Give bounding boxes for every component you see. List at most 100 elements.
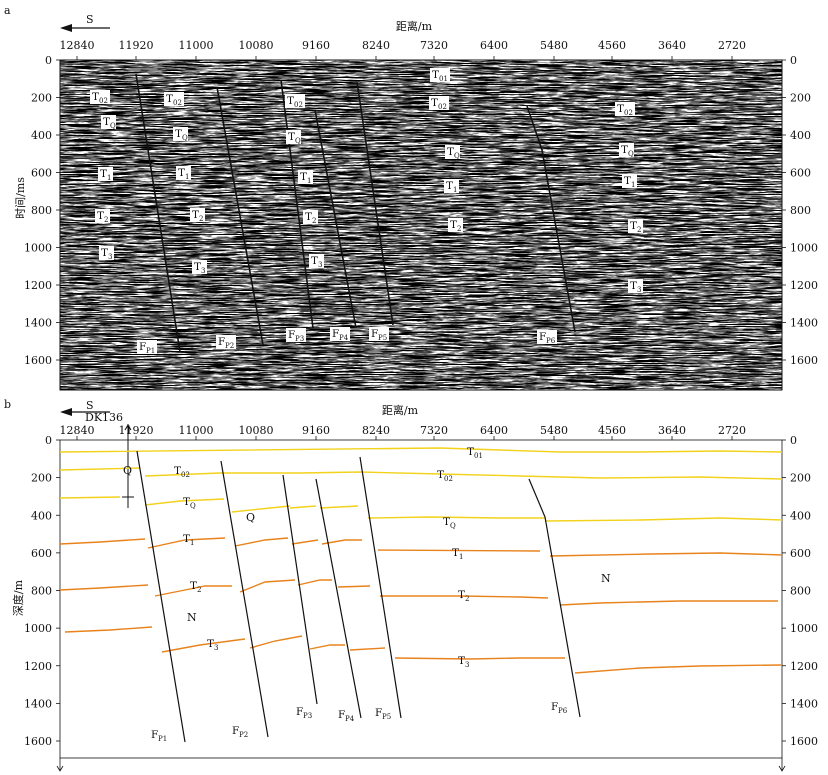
x-ticks: 12840 11920 11000 10080 9160 8240 7320 6400 5480… — [60, 424, 746, 440]
label-t01: T 01 — [430, 68, 450, 83]
label-subscript: 1 — [185, 173, 189, 181]
horizon-t2-4 — [297, 579, 332, 586]
label-subscript: P5 — [378, 334, 387, 342]
label-t02: T 02 — [90, 90, 110, 105]
label-main: T — [103, 116, 110, 128]
y-tick-label: 800 — [790, 585, 811, 598]
label-subscript: 02 — [181, 471, 190, 479]
x-tick-label: 11000 — [179, 39, 214, 52]
horizon-t1-7 — [549, 552, 783, 557]
label-main: T — [100, 168, 107, 180]
label-main: T — [305, 211, 312, 223]
y-tick-label: 1400 — [790, 317, 818, 330]
label-main: T — [311, 255, 318, 267]
x-tick-label: 4560 — [598, 424, 626, 437]
y-tick-label: 0 — [45, 434, 52, 447]
label-fp2: F P2 — [232, 725, 248, 739]
label-main: F — [232, 725, 239, 737]
label-subscript: Q — [182, 134, 188, 142]
x-tick-label: 8240 — [362, 39, 390, 52]
x-tick-label: 5480 — [540, 424, 568, 437]
label-fp6: F P6 — [537, 330, 557, 345]
direction-label: S — [86, 13, 94, 26]
label-main: F — [539, 331, 546, 343]
label-fp6: F P6 — [551, 701, 568, 715]
faults — [135, 73, 576, 353]
label-main: T — [617, 103, 624, 115]
label-subscript: 01 — [474, 452, 483, 460]
horizon-tq-6 — [367, 516, 545, 519]
y-ticks-left: 0 200 400 600 800 1000 1200 1400 1600 — [24, 434, 60, 748]
label-fp5: F P5 — [369, 327, 389, 342]
unit-label: Q — [246, 511, 255, 524]
label-main: T — [101, 247, 108, 259]
horizon-t1-3 — [234, 537, 289, 547]
horizon-t3-7 — [574, 664, 783, 674]
label-subscript: Q — [190, 502, 196, 510]
label-subscript: 3 — [318, 261, 322, 269]
well-label: DK136 — [85, 411, 123, 424]
label-t02: T 02 — [285, 94, 305, 109]
label-subscript: Q — [454, 152, 460, 160]
horizon-labels: T 01T 02 T 02 T 02 T 02 T 02T QT Q T QT Q T QT 1 T 1 T 1 T 1T 1T 2… — [90, 68, 643, 355]
label-subscript: 2 — [312, 217, 316, 225]
label-subscript: P6 — [558, 707, 568, 715]
y-tick-label: 1200 — [790, 279, 818, 292]
label-main: F — [371, 328, 378, 340]
x-tick-label: 10080 — [239, 39, 274, 52]
label-subscript: 1 — [453, 186, 457, 194]
y-tick-label: 1000 — [790, 242, 818, 255]
y-tick-label: 400 — [790, 129, 811, 142]
x-axis-title: 距离/m — [382, 403, 419, 417]
x-tick-label: 6400 — [480, 424, 508, 437]
label-main: T — [300, 171, 307, 183]
label-main: T — [190, 580, 197, 592]
label-subscript: P4 — [339, 334, 349, 342]
x-tick-label: 9160 — [302, 39, 330, 52]
label-main: T — [192, 209, 199, 221]
x-tick-label: 4560 — [598, 39, 626, 52]
x-ticks: 12840 11920 11000 10080 9160 8240 7320 6400 5480… — [60, 39, 746, 60]
x-tick-label: 10080 — [239, 424, 274, 437]
horizon-t2-1 — [59, 584, 149, 591]
label-subscript: 3 — [465, 661, 469, 669]
y-tick-label: 1000 — [24, 242, 52, 255]
horizon-t1-1 — [59, 538, 146, 545]
horizons-deep — [59, 537, 783, 674]
horizon-t2-5 — [337, 585, 371, 588]
label-subscript: 3 — [637, 286, 641, 294]
y-tick-label: 600 — [790, 167, 811, 180]
label-subscript: 02 — [438, 103, 447, 111]
faults — [136, 450, 581, 743]
label-subscript: 2 — [104, 216, 108, 224]
horizon-t2-7 — [559, 600, 778, 606]
y-axis-title: 时间/ms — [14, 177, 27, 219]
fault-fp2 — [216, 86, 264, 346]
x-tick-label: 11000 — [179, 424, 214, 437]
label-subscript: 1 — [307, 177, 311, 185]
label-main: T — [178, 167, 185, 179]
label-subscript: 01 — [439, 75, 448, 83]
label-subscript: P1 — [146, 347, 155, 355]
x-tick-label: 3640 — [658, 424, 686, 437]
label-subscript: 2 — [637, 226, 641, 234]
label-main: T — [288, 131, 295, 143]
x-tick-label: 2720 — [718, 424, 746, 437]
y-tick-label: 200 — [790, 472, 811, 485]
label-subscript: 02 — [173, 99, 182, 107]
label-main: T — [630, 220, 637, 232]
label-main: T — [443, 516, 450, 528]
label-subscript: P3 — [303, 712, 312, 720]
